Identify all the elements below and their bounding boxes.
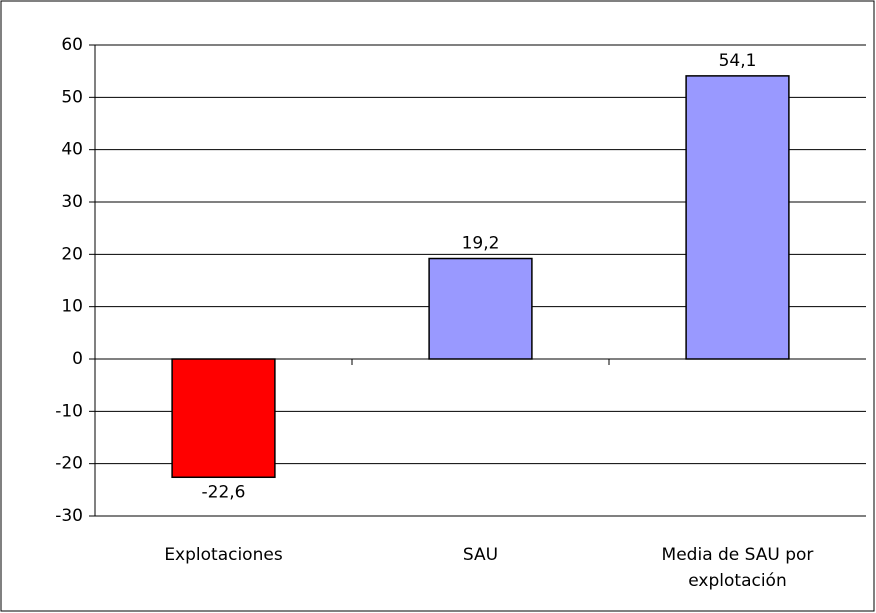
y-tick-label: -20 [55, 454, 83, 474]
x-tick-label: Explotaciones [164, 545, 283, 565]
y-tick-label: 30 [61, 192, 83, 212]
x-label-box: Media de SAU por explotación [661, 545, 814, 591]
bar [428, 257, 533, 360]
value-label: 54,1 [719, 51, 757, 71]
value-label: 19,2 [462, 234, 500, 254]
bar [685, 75, 790, 360]
value-label: -22,6 [202, 482, 246, 502]
y-tick-label: 20 [61, 244, 83, 264]
y-tick-label: 10 [61, 297, 83, 317]
y-tick-label: 50 [61, 87, 83, 107]
x-tick-label: Media de SAU por explotación [661, 545, 814, 591]
y-tick-label: -10 [55, 401, 83, 421]
y-tick-label: -30 [55, 506, 83, 526]
x-label-box: Explotaciones [164, 545, 283, 565]
y-tick-label: 60 [61, 35, 83, 55]
bar [171, 358, 276, 479]
y-tick-label: 0 [72, 349, 83, 369]
x-tick-label: SAU [462, 545, 499, 565]
y-tick-label: 40 [61, 140, 83, 160]
x-label-box: SAU [462, 545, 499, 565]
